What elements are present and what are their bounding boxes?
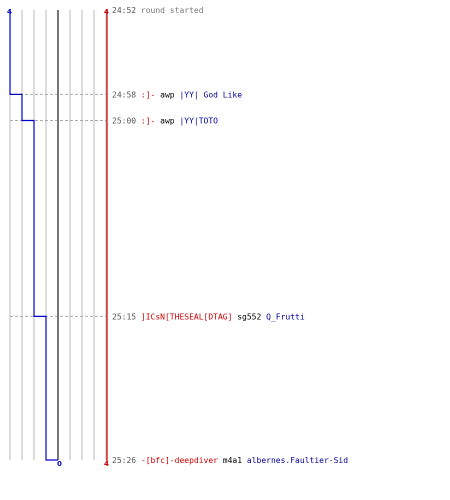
event-weapon: m4a1 — [223, 456, 247, 465]
event-time: 25:15 — [112, 312, 141, 321]
event-weapon: awp — [160, 90, 179, 99]
event-killer: :]- — [141, 90, 160, 99]
event-time: 24:52 — [112, 6, 141, 15]
bottom-center-axis-label: 0 — [57, 460, 62, 468]
event-row: 25:26 -[bfc]-deepdiver m4a1 albernes.Fau… — [112, 456, 348, 465]
series-line — [9, 10, 58, 461]
event-list: 24:52 round started 24:58 :]- awp |YY| Go… — [112, 6, 348, 465]
right-top-axis-label: 4 — [104, 8, 109, 16]
event-row: 25:15 ]ICsN[THESEAL[DTAG] sg552 Q_Frutti — [112, 312, 305, 321]
event-row: 24:58 :]- awp |YY| God Like — [112, 90, 242, 99]
event-killer: :]- — [141, 116, 160, 125]
event-killer: -[bfc]-deepdiver — [141, 456, 223, 465]
event-weapon: awp — [160, 116, 179, 125]
event-info: round started — [141, 6, 204, 15]
event-time: 24:58 — [112, 90, 141, 99]
event-time: 25:00 — [112, 116, 141, 125]
event-row: 25:00 :]- awp |YY|TOTO — [112, 116, 218, 125]
event-victim: Q_Frutti — [266, 312, 305, 321]
event-victim: albernes.Faultier-Sid — [247, 456, 348, 465]
event-killer: ]ICsN[THESEAL[DTAG] — [141, 312, 237, 321]
right-bottom-axis-label: 4 — [104, 460, 109, 468]
event-weapon: sg552 — [237, 312, 266, 321]
left-top-axis-label: 4 — [7, 8, 12, 16]
event-row: 24:52 round started — [112, 6, 204, 15]
event-time: 25:26 — [112, 456, 141, 465]
event-victim: |YY|TOTO — [179, 116, 218, 125]
event-victim: |YY| God Like — [179, 90, 242, 99]
